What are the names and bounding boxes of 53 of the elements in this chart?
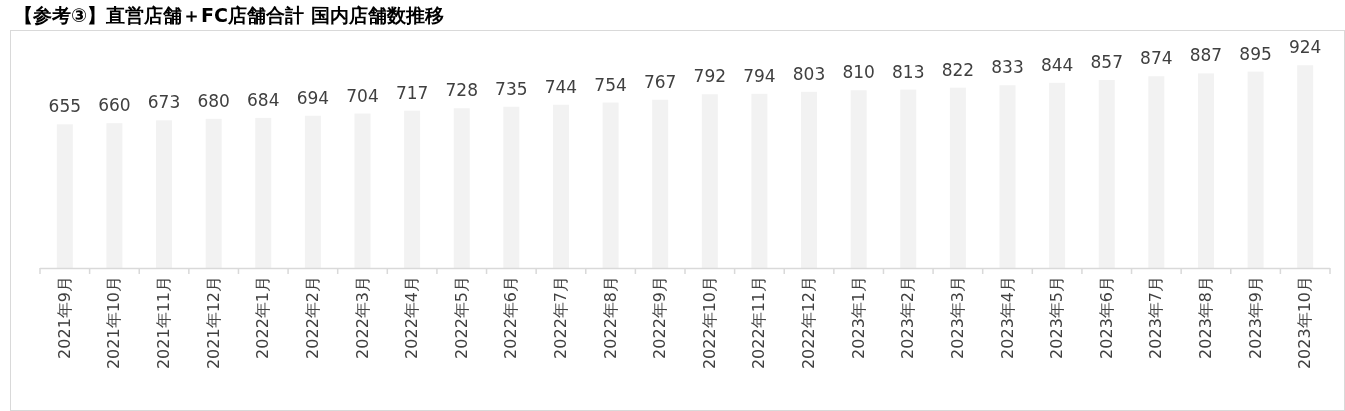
data-label: 887 xyxy=(1189,45,1223,66)
x-tick-label: 2023年5月 xyxy=(1047,276,1067,359)
x-tick-label: 2021年10月 xyxy=(104,276,124,370)
x-tick-label: 2022年5月 xyxy=(451,276,471,359)
data-label: 844 xyxy=(1040,54,1074,75)
data-label: 744 xyxy=(544,76,578,97)
x-tick-label: 2022年1月 xyxy=(253,276,273,359)
data-label: 810 xyxy=(842,62,875,83)
x-tick-label: 2022年11月 xyxy=(749,276,769,370)
data-label: 680 xyxy=(197,90,230,111)
x-tick-label: 2023年2月 xyxy=(898,276,918,359)
x-tick-label: 2023年6月 xyxy=(1096,276,1116,359)
x-tick-label: 2022年10月 xyxy=(699,276,719,370)
x-tick-label: 2023年4月 xyxy=(997,276,1017,359)
x-tick-label: 2022年8月 xyxy=(600,276,620,359)
data-label: 833 xyxy=(991,57,1024,78)
data-label: 924 xyxy=(1288,37,1322,58)
data-label: 684 xyxy=(247,89,280,110)
x-tick-label: 2022年3月 xyxy=(352,276,372,359)
data-label: 754 xyxy=(594,74,627,95)
data-label: 803 xyxy=(792,63,826,84)
data-label: 728 xyxy=(445,80,478,101)
x-tick-label: 2022年4月 xyxy=(402,276,422,359)
data-label: 655 xyxy=(48,96,82,117)
chart-title: 【参考③】直営店舗＋FC店舗合計 国内店舗数推移 xyxy=(14,4,444,26)
data-label: 704 xyxy=(346,85,379,106)
data-label: 694 xyxy=(296,87,330,108)
x-tick-label: 2022年9月 xyxy=(650,276,670,359)
data-label: 767 xyxy=(643,71,677,92)
data-label: 857 xyxy=(1090,51,1123,72)
x-tick-label: 2022年7月 xyxy=(550,276,570,359)
x-tick-label: 2023年10月 xyxy=(1295,276,1315,370)
x-tick-label: 2023年9月 xyxy=(1245,276,1265,359)
x-tick-label: 2023年1月 xyxy=(848,276,868,359)
x-tick-label: 2021年11月 xyxy=(154,276,174,370)
data-label: 895 xyxy=(1239,43,1272,64)
x-tick-label: 2023年3月 xyxy=(947,276,967,359)
data-label: 660 xyxy=(98,95,131,116)
data-label: 794 xyxy=(743,65,776,86)
data-label: 792 xyxy=(693,66,727,87)
data-label: 822 xyxy=(941,59,975,80)
x-tick-label: 2023年8月 xyxy=(1195,276,1215,359)
data-label: 673 xyxy=(147,92,181,113)
data-label: 813 xyxy=(892,61,925,82)
x-tick-label: 2022年2月 xyxy=(302,276,322,359)
data-label: 717 xyxy=(395,82,429,103)
x-tick-label: 2021年9月 xyxy=(54,276,74,359)
x-tick-label: 2023年7月 xyxy=(1146,276,1166,359)
x-tick-label: 2022年6月 xyxy=(501,276,521,359)
data-label: 874 xyxy=(1140,48,1173,69)
x-tick-label: 2022年12月 xyxy=(799,276,819,370)
x-tick-label: 2021年12月 xyxy=(203,276,223,370)
data-label: 735 xyxy=(495,78,528,99)
